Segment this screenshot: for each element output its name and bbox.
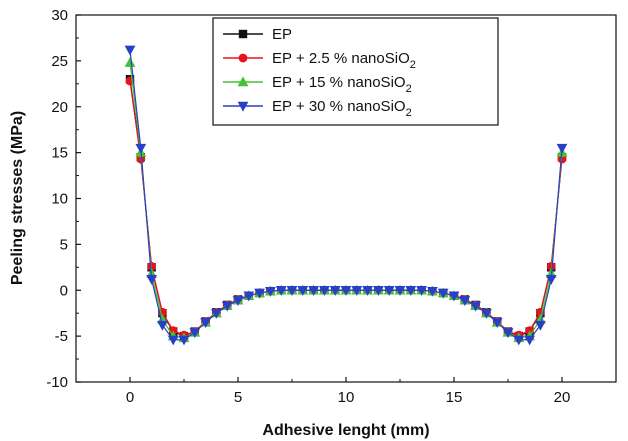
data-point bbox=[535, 320, 546, 331]
y-axis-ticks: -10 -5 0 5 10 15 20 25 30 bbox=[46, 7, 81, 391]
y-tick-label: 5 bbox=[60, 236, 68, 253]
data-point bbox=[157, 320, 168, 331]
legend-marker bbox=[238, 29, 248, 39]
data-point bbox=[545, 275, 557, 285]
legend-label-main: EP + 2.5 % nanoSiO bbox=[272, 50, 410, 67]
y-tick-label: 0 bbox=[60, 282, 68, 299]
legend-marker bbox=[238, 53, 248, 63]
data-point bbox=[319, 286, 330, 296]
data-point bbox=[286, 286, 298, 296]
data-point bbox=[329, 286, 341, 296]
data-point bbox=[178, 335, 190, 346]
legend-label: EP + 2.5 % nanoSiO2 bbox=[272, 50, 416, 71]
y-tick-label: 20 bbox=[51, 99, 68, 116]
legend-label-subscript: 2 bbox=[406, 107, 412, 119]
x-axis-title: Adhesive lenght (mm) bbox=[262, 422, 429, 439]
legend-label: EP bbox=[272, 26, 292, 43]
data-point bbox=[124, 57, 136, 67]
x-axis-ticks: 0 5 10 15 20 bbox=[75, 377, 617, 406]
legend-label-main: EP + 30 % nanoSiO bbox=[272, 98, 406, 115]
data-point bbox=[556, 143, 568, 154]
legend-label-main: EP + 15 % nanoSiO bbox=[272, 74, 406, 91]
data-point bbox=[405, 286, 417, 296]
data-point bbox=[459, 296, 471, 306]
data-point bbox=[481, 308, 492, 319]
x-tick-label: 20 bbox=[554, 389, 571, 406]
y-tick-label: 15 bbox=[51, 145, 68, 162]
data-point bbox=[383, 286, 395, 296]
x-tick-label: 15 bbox=[446, 389, 463, 406]
data-point bbox=[189, 328, 201, 339]
data-point bbox=[394, 286, 406, 296]
legend-marker bbox=[237, 76, 249, 87]
data-point bbox=[135, 143, 147, 154]
data-point bbox=[437, 288, 449, 299]
data-point bbox=[167, 335, 179, 346]
data-point bbox=[513, 335, 525, 346]
legend-label-subscript: 2 bbox=[406, 83, 412, 95]
data-point bbox=[502, 328, 514, 339]
data-point bbox=[243, 291, 255, 302]
data-point bbox=[232, 296, 244, 306]
series-4 bbox=[124, 45, 568, 346]
y-tick-label: -10 bbox=[46, 374, 68, 391]
data-point bbox=[275, 286, 287, 296]
data-point bbox=[146, 275, 157, 285]
legend-label-subscript: 2 bbox=[410, 59, 416, 71]
data-point bbox=[362, 286, 373, 296]
data-point bbox=[200, 318, 211, 328]
data-point bbox=[254, 288, 265, 299]
series-layer bbox=[124, 45, 568, 346]
data-point bbox=[265, 286, 276, 297]
x-tick-label: 5 bbox=[234, 389, 242, 406]
data-point bbox=[124, 45, 136, 56]
y-tick-label: 10 bbox=[51, 191, 68, 208]
data-point bbox=[416, 286, 427, 296]
data-point bbox=[221, 301, 233, 312]
legend-label: EP + 30 % nanoSiO2 bbox=[272, 98, 412, 119]
legend-marker bbox=[237, 101, 249, 112]
y-axis-title: Peeling stresses (MPa) bbox=[9, 111, 26, 285]
legend-label: EP + 15 % nanoSiO2 bbox=[272, 74, 412, 95]
x-tick-label: 0 bbox=[126, 389, 134, 406]
data-point bbox=[297, 286, 309, 296]
y-tick-label: 30 bbox=[51, 7, 68, 24]
legend-box bbox=[212, 17, 499, 126]
data-point bbox=[147, 261, 157, 271]
data-point bbox=[491, 318, 503, 328]
y-tick-label: -5 bbox=[55, 328, 68, 345]
x-tick-label: 10 bbox=[338, 389, 355, 406]
data-point bbox=[340, 286, 352, 296]
data-point bbox=[308, 286, 319, 296]
data-point bbox=[546, 261, 556, 271]
y-tick-label: 25 bbox=[51, 53, 68, 70]
data-point bbox=[211, 308, 222, 319]
data-point bbox=[470, 301, 481, 312]
data-point bbox=[351, 286, 363, 296]
data-point bbox=[373, 286, 384, 296]
data-point bbox=[427, 286, 438, 297]
data-point bbox=[524, 335, 535, 346]
data-point bbox=[448, 291, 460, 302]
legend-label-main: EP bbox=[272, 26, 292, 43]
